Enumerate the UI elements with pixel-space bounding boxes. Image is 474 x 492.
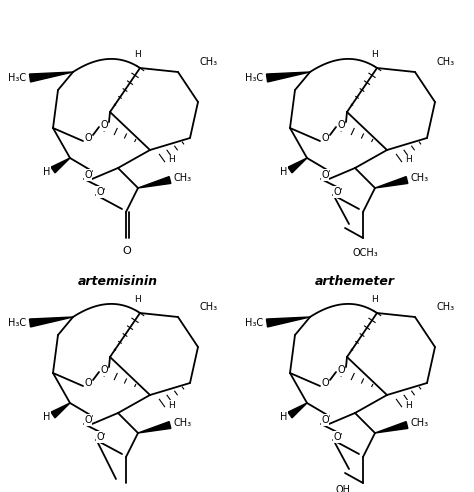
Text: O: O bbox=[333, 187, 341, 197]
Text: H: H bbox=[405, 155, 412, 164]
Text: H: H bbox=[43, 412, 50, 422]
Text: H₃C: H₃C bbox=[8, 73, 26, 83]
Text: O: O bbox=[333, 432, 341, 442]
Text: O: O bbox=[96, 432, 104, 442]
Text: CH₃: CH₃ bbox=[174, 418, 192, 428]
Polygon shape bbox=[138, 177, 171, 188]
Text: H: H bbox=[168, 400, 175, 409]
Text: O: O bbox=[100, 120, 108, 130]
Text: O: O bbox=[337, 365, 345, 375]
Text: O: O bbox=[84, 415, 92, 425]
Polygon shape bbox=[51, 403, 70, 418]
Text: O: O bbox=[123, 246, 131, 256]
Text: CH₃: CH₃ bbox=[437, 57, 455, 67]
Text: H: H bbox=[135, 50, 141, 59]
Polygon shape bbox=[266, 72, 310, 82]
Text: OH: OH bbox=[336, 485, 350, 492]
Text: O: O bbox=[321, 378, 329, 388]
Text: H: H bbox=[372, 295, 378, 304]
Text: H: H bbox=[43, 167, 50, 177]
Polygon shape bbox=[51, 158, 70, 173]
Text: O: O bbox=[84, 133, 92, 143]
Text: H₃C: H₃C bbox=[245, 73, 263, 83]
Polygon shape bbox=[288, 403, 307, 418]
Text: H: H bbox=[372, 50, 378, 59]
Polygon shape bbox=[266, 317, 310, 327]
Text: O: O bbox=[321, 133, 329, 143]
Text: CH₃: CH₃ bbox=[411, 173, 429, 183]
Polygon shape bbox=[375, 177, 408, 188]
Text: O: O bbox=[96, 187, 104, 197]
Text: OCH₃: OCH₃ bbox=[352, 248, 378, 258]
Text: O: O bbox=[84, 378, 92, 388]
Text: arthemeter: arthemeter bbox=[315, 275, 395, 288]
Text: CH₃: CH₃ bbox=[437, 302, 455, 312]
Text: H₃C: H₃C bbox=[8, 318, 26, 328]
Text: H: H bbox=[280, 412, 287, 422]
Text: H: H bbox=[168, 155, 175, 164]
Text: H: H bbox=[405, 400, 412, 409]
Polygon shape bbox=[375, 422, 408, 433]
Text: O: O bbox=[84, 170, 92, 180]
Text: O: O bbox=[100, 365, 108, 375]
Text: CH₃: CH₃ bbox=[174, 173, 192, 183]
Polygon shape bbox=[288, 158, 307, 173]
Text: O: O bbox=[321, 170, 329, 180]
Text: CH₃: CH₃ bbox=[200, 302, 218, 312]
Text: CH₃: CH₃ bbox=[200, 57, 218, 67]
Text: artemisinin: artemisinin bbox=[78, 275, 158, 288]
Text: O: O bbox=[321, 415, 329, 425]
Polygon shape bbox=[29, 72, 73, 82]
Text: O: O bbox=[337, 120, 345, 130]
Text: H₃C: H₃C bbox=[245, 318, 263, 328]
Text: H: H bbox=[280, 167, 287, 177]
Text: H: H bbox=[135, 295, 141, 304]
Polygon shape bbox=[138, 422, 171, 433]
Polygon shape bbox=[29, 317, 73, 327]
Text: CH₃: CH₃ bbox=[411, 418, 429, 428]
